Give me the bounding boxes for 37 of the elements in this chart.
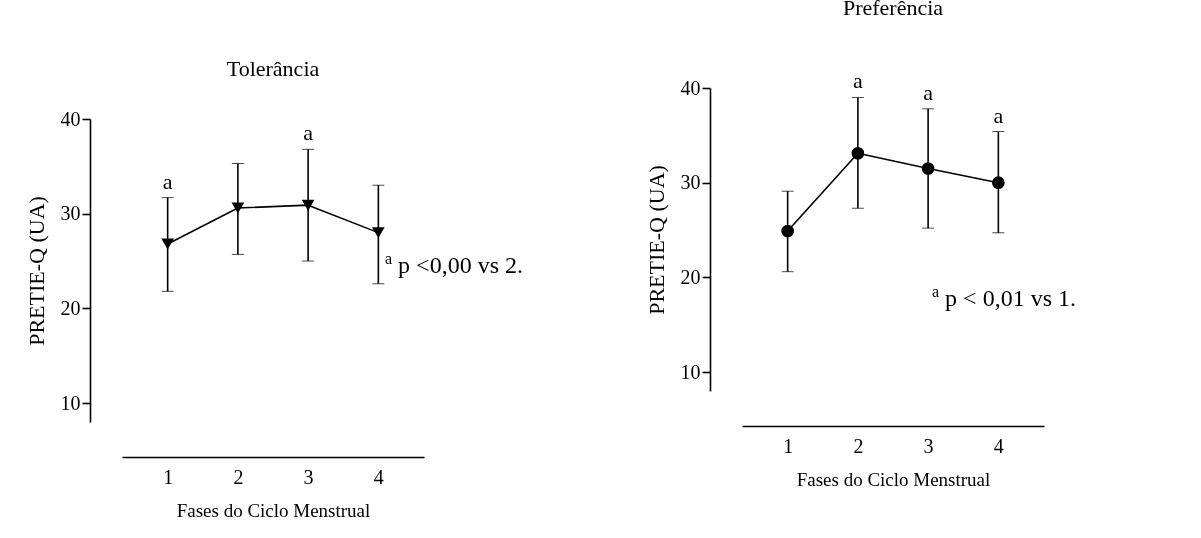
annotation: a	[923, 79, 934, 105]
point	[161, 238, 174, 250]
annotation: a	[853, 68, 863, 94]
point	[921, 162, 935, 175]
x-tick-label: 2	[853, 434, 864, 457]
x-axis-title: Fases do Ciclo Menstrual	[796, 468, 991, 490]
y-tick-label: 10	[680, 360, 701, 383]
x-tick-label: 3	[923, 434, 934, 457]
annotation: a	[993, 102, 1004, 128]
y-tick-label: 40	[680, 76, 701, 99]
y-tick-label: 30	[680, 171, 701, 194]
annotation: a	[303, 120, 314, 146]
y-tick-label: 30	[60, 202, 81, 225]
x-tick-label: 4	[993, 434, 1004, 457]
y-tick-label: 40	[60, 107, 81, 130]
annotation: a	[162, 168, 173, 194]
x-tick-label: 3	[303, 465, 314, 488]
point	[372, 227, 385, 239]
y-axis-title: PRETIE-Q (UA)	[643, 165, 669, 315]
point	[231, 202, 245, 214]
point	[992, 176, 1005, 189]
chart-title: Tolerância	[226, 56, 320, 81]
x-tick-label: 1	[783, 434, 794, 457]
y-tick-label: 20	[680, 265, 701, 288]
point	[851, 147, 865, 160]
x-tick-label: 4	[373, 465, 384, 488]
annotation: $^{a}$ p <0,00 vs 2.	[385, 250, 523, 279]
x-axis-title: Fases do Ciclo Menstrual	[176, 499, 371, 521]
y-tick-label: 10	[60, 391, 81, 414]
point	[301, 199, 315, 211]
x-tick-label: 1	[163, 465, 174, 488]
y-axis-title: PRETIE-Q (UA)	[23, 196, 49, 346]
chart-title: Preferência	[842, 0, 944, 21]
y-tick-label: 20	[60, 296, 81, 319]
point	[781, 224, 794, 238]
x-tick-label: 2	[233, 465, 244, 488]
annotation: $^{a}$ p < 0,01 vs 1.	[932, 283, 1076, 312]
